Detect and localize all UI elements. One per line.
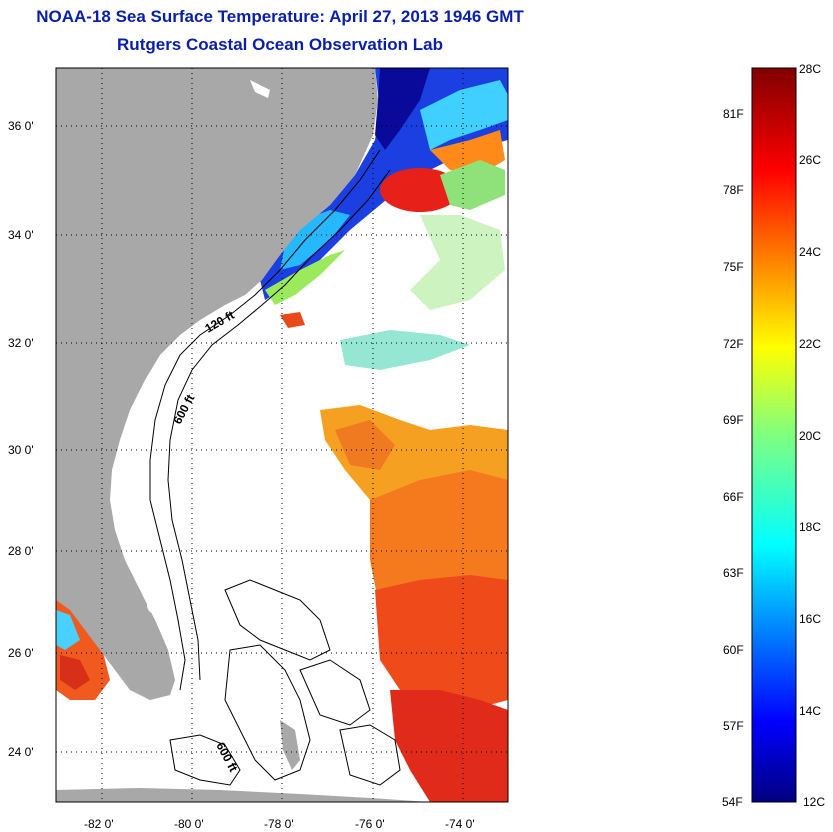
lon-label: -80 0' bbox=[174, 817, 204, 831]
latitude-labels: 36 0' 34 0' 32 0' 30 0' 28 0' 26 0' 24 0… bbox=[8, 119, 34, 759]
colorbar-f-label: 78F bbox=[723, 183, 744, 197]
colorbar-f-label: 63F bbox=[723, 566, 744, 580]
colorbar-f-label: 60F bbox=[723, 643, 744, 657]
lat-label: 34 0' bbox=[8, 228, 34, 242]
map-title: NOAA-18 Sea Surface Temperature: April 2… bbox=[36, 7, 524, 26]
colorbar-c-label: 28C bbox=[799, 62, 822, 76]
sst-field bbox=[56, 68, 508, 802]
lon-label: -78 0' bbox=[264, 817, 294, 831]
longitude-labels: -82 0' -80 0' -78 0' -76 0' -74 0' bbox=[84, 817, 475, 831]
lat-label: 28 0' bbox=[8, 544, 34, 558]
colorbar-c-label: 22C bbox=[799, 337, 822, 351]
lat-label: 24 0' bbox=[8, 745, 34, 759]
colorbar-f-label: 75F bbox=[723, 260, 744, 274]
graticule bbox=[56, 68, 508, 802]
lon-label: -76 0' bbox=[355, 817, 385, 831]
colorbar-c-label: 16C bbox=[799, 612, 822, 626]
land bbox=[56, 68, 430, 802]
colorbar-f-label: 72F bbox=[723, 337, 744, 351]
colorbar-c-label: 24C bbox=[799, 245, 822, 259]
colorbar-f-label: 81F bbox=[723, 107, 744, 121]
colorbar-f-label: 57F bbox=[723, 719, 744, 733]
lat-label: 32 0' bbox=[8, 336, 34, 350]
lon-label: -74 0' bbox=[445, 817, 475, 831]
colorbar-f-label: 54F bbox=[722, 795, 743, 809]
colorbar-c-label: 26C bbox=[799, 153, 822, 167]
isobath-contours bbox=[149, 149, 401, 786]
colorbar-c-label: 18C bbox=[799, 520, 822, 534]
lon-label: -82 0' bbox=[84, 817, 114, 831]
map-frame bbox=[55, 67, 509, 803]
lat-label: 36 0' bbox=[8, 119, 34, 133]
lat-label: 30 0' bbox=[8, 443, 34, 457]
lat-label: 26 0' bbox=[8, 646, 34, 660]
colorbar-c-label: 12C bbox=[803, 795, 826, 809]
colorbar-f-label: 66F bbox=[723, 490, 744, 504]
colorbar-c-label: 20C bbox=[799, 429, 822, 443]
colorbar-c-label: 14C bbox=[799, 704, 822, 718]
colorbar-f-label: 69F bbox=[723, 413, 744, 427]
colorbar bbox=[751, 67, 797, 803]
map-subtitle: Rutgers Coastal Ocean Observation Lab bbox=[117, 35, 443, 54]
